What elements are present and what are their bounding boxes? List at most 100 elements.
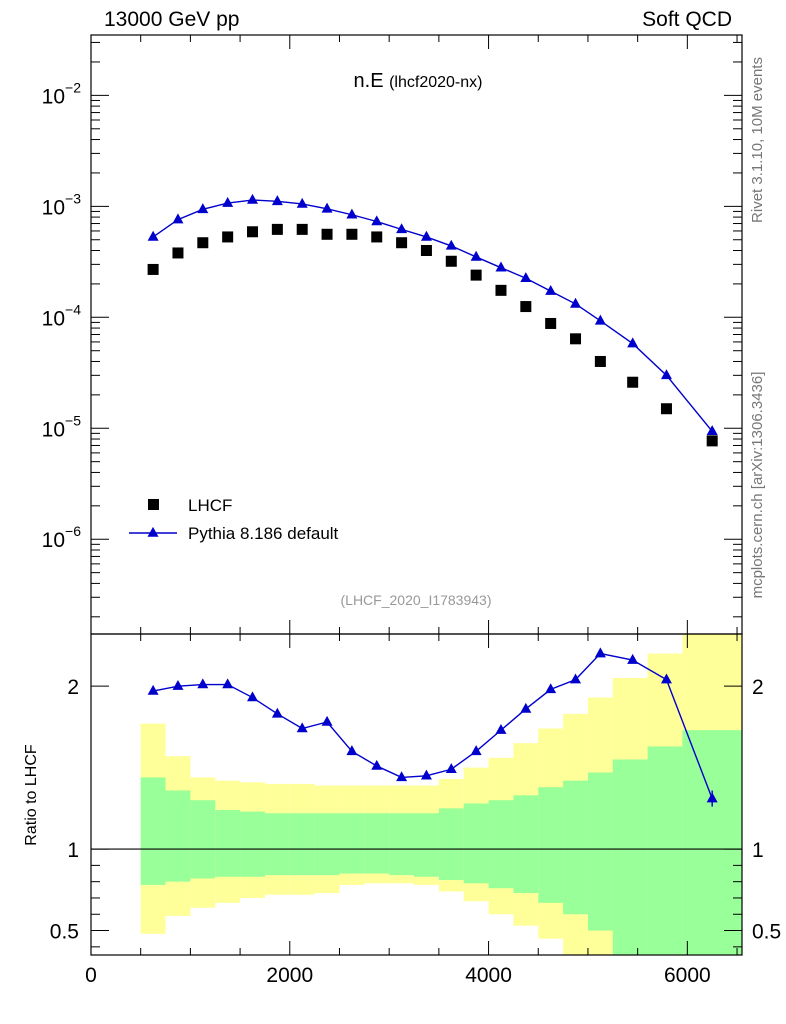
ratio-mc-point bbox=[495, 723, 507, 734]
data-point bbox=[495, 284, 507, 296]
y-ticks-ratio bbox=[91, 685, 742, 948]
mc-point bbox=[346, 208, 358, 219]
data-point bbox=[420, 245, 432, 257]
stat-uncertainty-band bbox=[165, 790, 191, 882]
stat-uncertainty-band bbox=[414, 813, 439, 877]
ratio-mc-point bbox=[470, 745, 482, 756]
ratio-frame bbox=[90, 633, 743, 956]
ratio-mc-point bbox=[346, 745, 358, 756]
stat-uncertainty-band bbox=[264, 813, 290, 876]
header-left: 13000 GeV pp bbox=[104, 8, 240, 31]
ratio-mc-point bbox=[660, 673, 672, 684]
stat-uncertainty-band bbox=[682, 730, 742, 955]
mc-point bbox=[594, 314, 606, 325]
y-ticks-main bbox=[91, 41, 742, 618]
ratio-mc-point bbox=[321, 715, 333, 726]
ratio-mc-point bbox=[545, 683, 557, 694]
mc-point bbox=[520, 272, 532, 282]
ratio-mc-point bbox=[594, 647, 606, 658]
mc-point bbox=[470, 250, 482, 261]
y-tick-label-left: 2 bbox=[67, 676, 79, 699]
data-point bbox=[570, 333, 582, 345]
y-tick-label-right: 0.5 bbox=[752, 921, 781, 944]
stat-uncertainty-band bbox=[438, 808, 464, 881]
stat-uncertainty-band bbox=[513, 795, 539, 894]
analysis-watermark: (LHCF_2020_I1783943) bbox=[341, 592, 492, 608]
data-point bbox=[396, 237, 408, 249]
ratio-bands bbox=[140, 634, 742, 955]
stat-uncertainty-band bbox=[364, 813, 390, 874]
mc-point bbox=[570, 297, 582, 308]
ratio-mc-point bbox=[627, 653, 639, 664]
ratio-mc-point bbox=[247, 691, 259, 702]
stat-uncertainty-band bbox=[314, 813, 340, 876]
mc-point bbox=[321, 202, 333, 213]
plot-title: n.E (lhcf2020-nx) bbox=[354, 70, 483, 92]
stat-uncertainty-band bbox=[463, 803, 489, 884]
data-point bbox=[371, 231, 383, 243]
ratio-mc-point bbox=[147, 684, 159, 695]
mc-point bbox=[197, 203, 209, 214]
data-point bbox=[660, 403, 672, 415]
y-tick-label: 10−5 bbox=[42, 412, 82, 441]
y-tick-label-left: 1 bbox=[67, 839, 79, 862]
data-point bbox=[222, 231, 234, 243]
ratio-mc-point bbox=[296, 722, 308, 733]
data-point bbox=[545, 317, 557, 329]
data-point bbox=[445, 255, 457, 267]
data-point bbox=[147, 263, 159, 275]
stat-uncertainty-band bbox=[587, 772, 613, 931]
data-point bbox=[470, 269, 482, 281]
legend-marker-lhcf bbox=[148, 499, 159, 510]
ratio-mc-point bbox=[222, 678, 234, 689]
mc-point bbox=[706, 425, 718, 436]
stat-uncertainty-band bbox=[389, 813, 415, 876]
x-tick-label: 2000 bbox=[266, 964, 313, 987]
y-tick-label: 10−6 bbox=[42, 523, 82, 552]
data-point bbox=[594, 355, 606, 367]
main-frame bbox=[90, 34, 743, 635]
mc-series-line bbox=[152, 199, 713, 432]
mc-point bbox=[247, 193, 259, 204]
stat-uncertainty-band bbox=[538, 787, 564, 903]
ratio-mc-point bbox=[197, 678, 209, 689]
data-point bbox=[271, 223, 283, 235]
side-text-mcplots: mcplots.cern.ch [arXiv:1306.3436] bbox=[749, 372, 766, 599]
mc-point bbox=[545, 285, 557, 295]
stat-uncertainty-band bbox=[563, 780, 588, 915]
x-tick-label: 0 bbox=[85, 964, 97, 987]
data-point bbox=[627, 376, 639, 388]
stat-uncertainty-band bbox=[140, 777, 166, 885]
data-point bbox=[520, 301, 532, 313]
mc-point bbox=[296, 197, 308, 208]
ratio-mc-point bbox=[271, 707, 283, 718]
y-tick-label: 10−4 bbox=[42, 301, 82, 330]
ratio-mc-point bbox=[396, 771, 408, 782]
stat-uncertainty-band bbox=[488, 800, 514, 889]
y-tick-label: 10−2 bbox=[42, 79, 82, 108]
mc-point bbox=[271, 195, 283, 206]
mc-point bbox=[222, 196, 234, 207]
stat-uncertainty-band bbox=[647, 746, 683, 955]
mc-point bbox=[396, 223, 408, 234]
side-text-rivet: Rivet 3.1.10, 10M events bbox=[749, 57, 766, 223]
stat-uncertainty-band bbox=[339, 813, 365, 874]
header-right: Soft QCD bbox=[642, 8, 732, 31]
data-point bbox=[247, 226, 259, 238]
mc-point bbox=[445, 239, 457, 250]
ratio-mc-point bbox=[520, 702, 532, 713]
ratio-mc-point bbox=[420, 769, 432, 780]
stat-uncertainty-band bbox=[289, 813, 315, 876]
ratio-mc-point bbox=[172, 680, 184, 690]
data-point bbox=[197, 237, 209, 249]
data-point bbox=[321, 228, 333, 240]
mc-point bbox=[420, 230, 432, 241]
data-point bbox=[346, 228, 358, 240]
ratio-mc-point bbox=[445, 763, 457, 774]
stat-uncertainty-band bbox=[190, 800, 216, 879]
legend-label-mc: Pythia 8.186 default bbox=[188, 524, 339, 543]
mc-point bbox=[147, 230, 159, 241]
mc-point bbox=[371, 215, 383, 226]
ratio-mc-point bbox=[570, 673, 582, 684]
